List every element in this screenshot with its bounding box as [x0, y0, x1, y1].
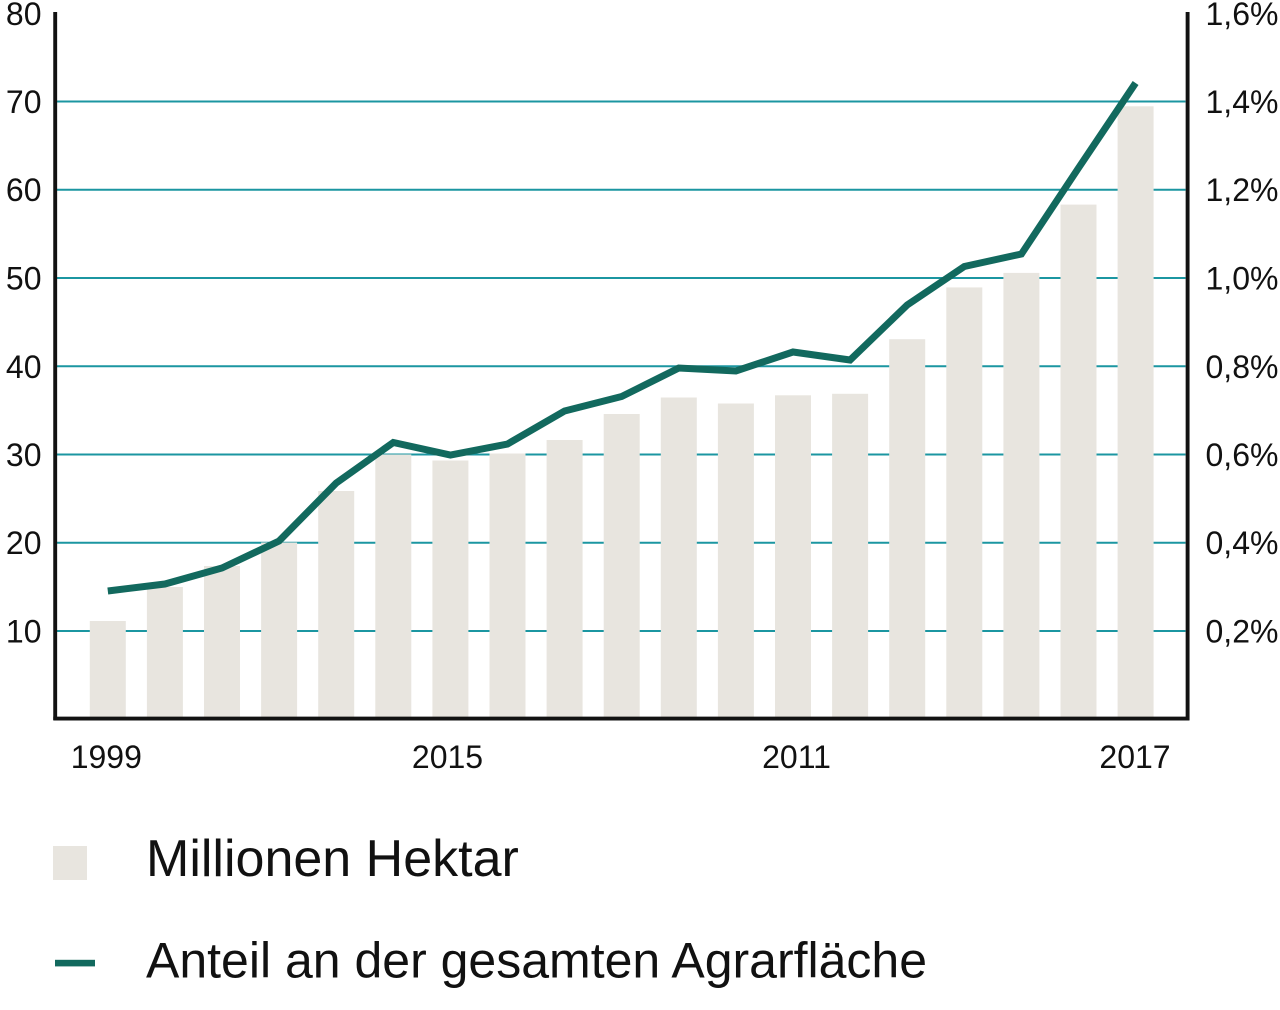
- svg-text:20: 20: [6, 525, 42, 561]
- svg-text:Anteil an der gesamten Agrarfl: Anteil an der gesamten Agrarfläche: [146, 933, 927, 989]
- svg-text:0,8%: 0,8%: [1206, 349, 1279, 385]
- svg-text:60: 60: [6, 172, 42, 208]
- svg-text:70: 70: [6, 84, 42, 120]
- svg-text:0,2%: 0,2%: [1206, 614, 1279, 650]
- svg-text:2017: 2017: [1099, 739, 1170, 775]
- svg-text:50: 50: [6, 261, 42, 297]
- svg-text:1,6%: 1,6%: [1206, 0, 1279, 32]
- svg-text:2015: 2015: [412, 739, 483, 775]
- svg-text:80: 80: [6, 0, 42, 32]
- svg-text:2011: 2011: [762, 739, 831, 775]
- svg-text:1999: 1999: [71, 739, 142, 775]
- svg-text:10: 10: [6, 614, 42, 650]
- svg-text:40: 40: [6, 349, 42, 385]
- svg-text:0,4%: 0,4%: [1206, 525, 1279, 561]
- svg-text:1,0%: 1,0%: [1206, 261, 1279, 297]
- svg-text:30: 30: [6, 437, 42, 473]
- svg-text:0,6%: 0,6%: [1206, 437, 1279, 473]
- svg-text:1,2%: 1,2%: [1206, 172, 1279, 208]
- svg-text:1,4%: 1,4%: [1206, 84, 1279, 120]
- svg-text:Millionen Hektar: Millionen Hektar: [146, 830, 519, 888]
